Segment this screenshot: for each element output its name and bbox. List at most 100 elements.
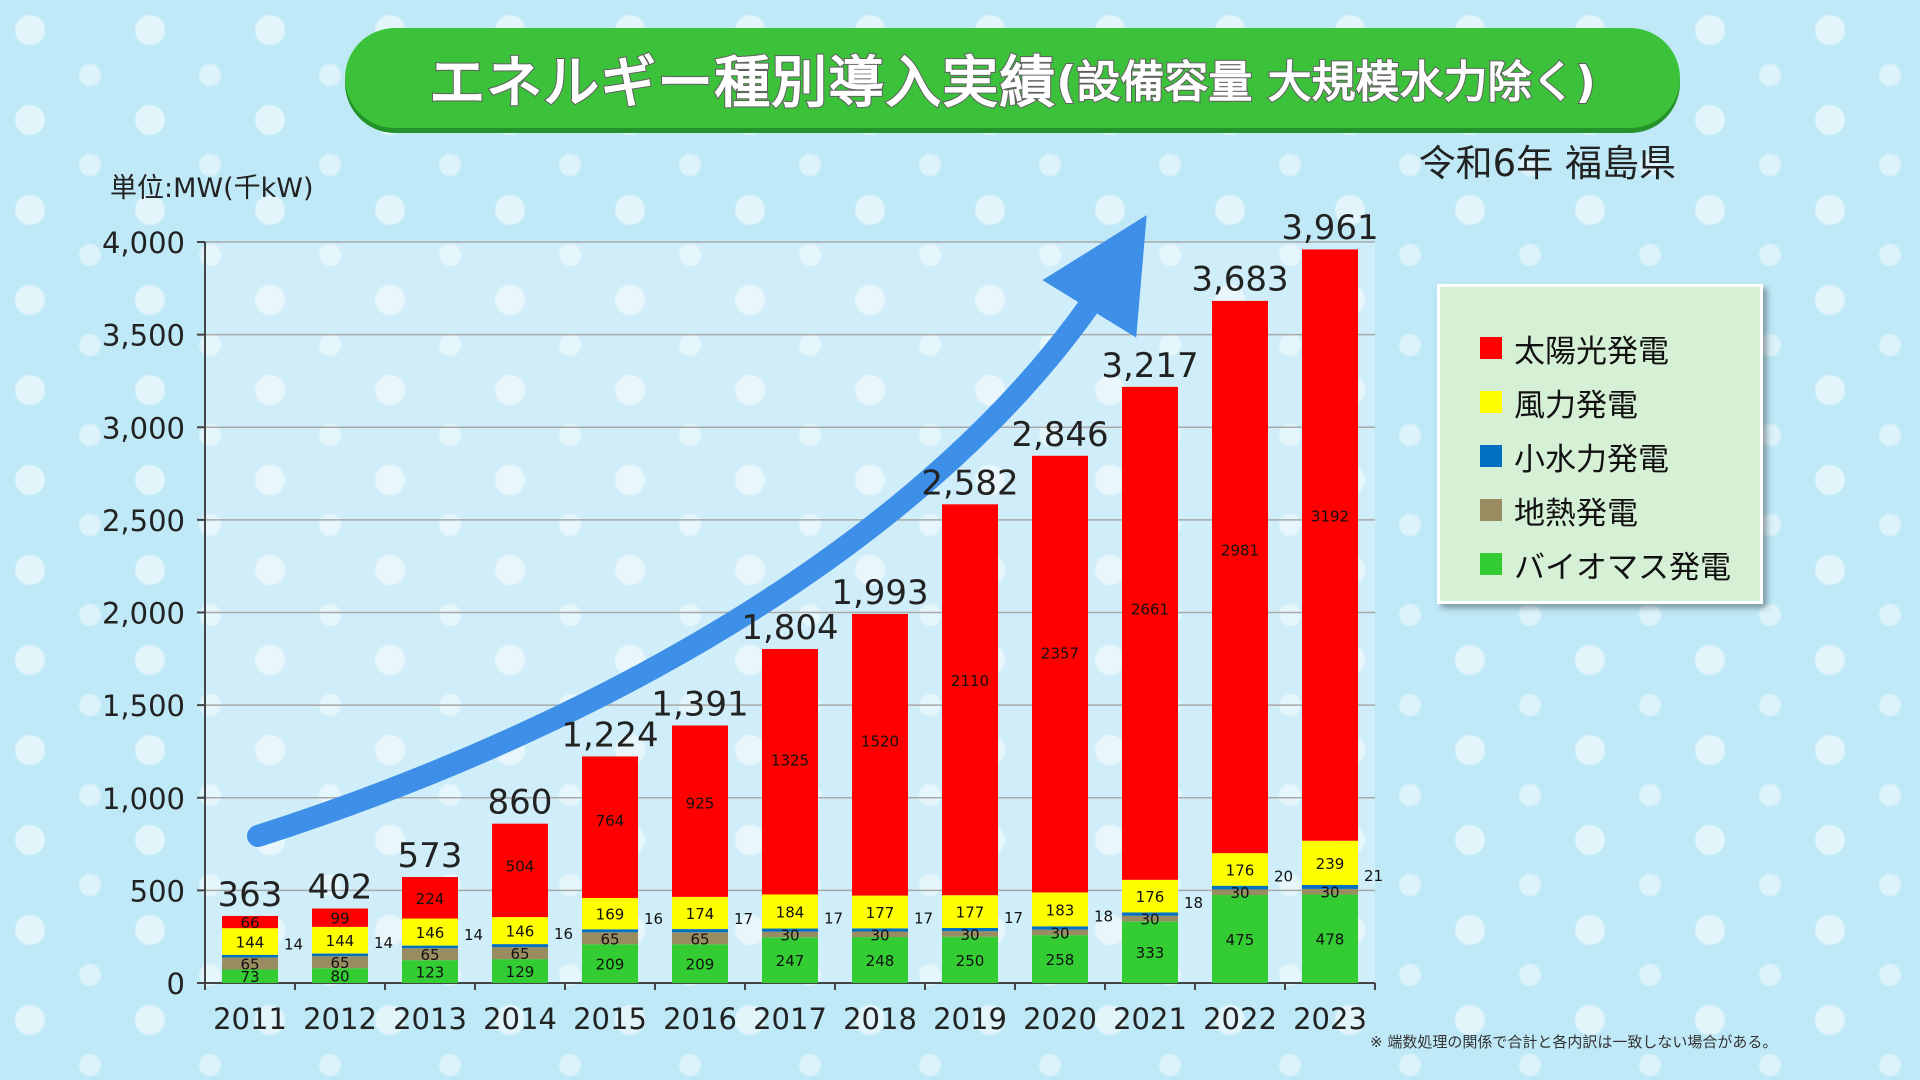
- data-label-geothermal: 30: [780, 926, 799, 944]
- total-label: 402: [308, 868, 373, 908]
- data-label-biomass: 258: [1046, 951, 1075, 969]
- data-label-geothermal: 65: [240, 955, 259, 973]
- data-label-biomass: 248: [866, 952, 895, 970]
- bar-segment-solar-2023: [1302, 249, 1358, 841]
- data-label-wind: 184: [776, 903, 805, 921]
- data-label-solar: 764: [596, 812, 625, 830]
- y-tick-label: 3,500: [102, 319, 185, 353]
- y-tick-label: 3,000: [102, 411, 185, 445]
- unit-label: 単位:MW(千kW): [110, 173, 314, 204]
- bar-segment-solar-2016: [672, 725, 728, 897]
- data-label-solar: 925: [686, 795, 715, 813]
- bar-segment-biomass-2017: [762, 937, 818, 983]
- data-label-solar: 224: [416, 890, 445, 908]
- data-label-wind: 177: [956, 904, 985, 922]
- bar-segment-wind-2013: [402, 918, 458, 946]
- data-label-geothermal: 30: [960, 926, 979, 944]
- data-label-geothermal: 30: [1320, 884, 1339, 902]
- footnote: ※ 端数処理の関係で合計と各内訳は一致しない場合がある。: [1370, 1033, 1778, 1051]
- chart-title: エネルギー種別導入実績: [428, 50, 1057, 117]
- data-label-small_hydro: 17: [914, 910, 933, 928]
- data-label-small_hydro: 18: [1184, 894, 1203, 912]
- bar-segment-wind-2012: [312, 926, 368, 954]
- bar-segment-geothermal-2020: [1032, 929, 1088, 936]
- legend-label-solar: 太陽光発電: [1514, 333, 1669, 370]
- data-label-wind: 176: [1226, 861, 1255, 879]
- data-label-geothermal: 65: [420, 946, 439, 964]
- x-tick-label: 2019: [933, 1002, 1007, 1036]
- bar-segment-geothermal-2014: [492, 947, 548, 960]
- y-tick-label: 4,000: [102, 226, 185, 260]
- data-label-wind: 144: [236, 934, 265, 952]
- bar-segment-biomass-2014: [492, 959, 548, 983]
- bar-segment-wind-2014: [492, 917, 548, 945]
- data-label-wind: 146: [506, 923, 535, 941]
- y-tick-label: 2,500: [102, 504, 185, 538]
- data-label-geothermal: 30: [1230, 884, 1249, 902]
- legend-label-biomass: バイオマス発電: [1514, 549, 1731, 586]
- bar-segment-wind-2015: [582, 897, 638, 930]
- bar-segment-biomass-2016: [672, 944, 728, 983]
- bar-segment-biomass-2013: [402, 960, 458, 983]
- bar-segment-wind-2020: [1032, 892, 1088, 927]
- total-label: 3,961: [1281, 208, 1378, 248]
- legend: 太陽光発電 風力発電 小水力発電 地熱発電 バイオマス発電: [1437, 284, 1763, 604]
- bar-segment-small_hydro-2019: [942, 927, 998, 932]
- legend-swatch-small_hydro: [1480, 445, 1502, 467]
- bar-segment-solar-2015: [582, 756, 638, 898]
- data-label-biomass: 209: [686, 956, 715, 974]
- data-label-biomass: 73: [240, 968, 259, 986]
- bar-segment-geothermal-2017: [762, 931, 818, 938]
- bar-segment-small_hydro-2018: [852, 928, 908, 932]
- y-tick-label: 2,000: [102, 597, 185, 631]
- data-label-biomass: 250: [956, 952, 985, 970]
- bar-segment-solar-2021: [1122, 386, 1178, 880]
- data-label-geothermal: 65: [330, 954, 349, 972]
- data-label-small_hydro: 17: [1004, 909, 1023, 927]
- bar-segment-geothermal-2012: [312, 956, 368, 969]
- total-label: 1,804: [741, 608, 838, 648]
- bar-segment-geothermal-2022: [1212, 889, 1268, 896]
- bar-segment-solar-2014: [492, 823, 548, 918]
- bar-segment-geothermal-2021: [1122, 915, 1178, 922]
- data-label-wind: 183: [1046, 901, 1075, 919]
- total-label: 3,217: [1101, 346, 1198, 386]
- labels-layer: 0 500 1,000 1,500 2,000 2,500 3,000 3,500 4,000 7…: [102, 208, 1383, 1036]
- data-label-biomass: 129: [506, 963, 535, 981]
- bar-segment-solar-2019: [942, 504, 998, 896]
- data-label-solar: 2661: [1131, 601, 1169, 619]
- bar-segment-biomass-2011: [222, 969, 278, 983]
- x-tick-label: 2016: [663, 1002, 737, 1036]
- bar-segment-wind-2022: [1212, 853, 1268, 886]
- y-tick-label: 500: [130, 874, 185, 908]
- legend-swatch-biomass: [1480, 553, 1502, 575]
- data-label-solar: 3192: [1311, 508, 1349, 526]
- bar-segment-solar-2017: [762, 648, 818, 895]
- data-label-solar: 99: [330, 910, 349, 928]
- total-label: 1,224: [561, 715, 658, 755]
- bar-segment-small_hydro-2016: [672, 929, 728, 933]
- bar-segment-wind-2019: [942, 895, 998, 928]
- total-label: 573: [398, 836, 463, 876]
- bar-segment-solar-2013: [402, 877, 458, 919]
- data-label-wind: 144: [326, 932, 355, 950]
- total-label: 1,391: [651, 684, 748, 724]
- bar-segment-biomass-2021: [1122, 921, 1178, 983]
- bar-segment-solar-2011: [222, 915, 278, 929]
- y-tick-label: 1,500: [102, 689, 185, 723]
- bar-segment-small_hydro-2020: [1032, 926, 1088, 930]
- x-tick-label: 2013: [393, 1002, 467, 1036]
- legend-label-geothermal: 地熱発電: [1514, 495, 1638, 532]
- bar-segment-biomass-2012: [312, 968, 368, 983]
- total-label: 2,582: [921, 464, 1018, 504]
- bar-segment-wind-2011: [222, 928, 278, 955]
- bar-segment-biomass-2023: [1302, 894, 1358, 983]
- bar-segment-geothermal-2011: [222, 957, 278, 970]
- bar-segment-wind-2021: [1122, 879, 1178, 913]
- total-label: 1,993: [831, 573, 928, 613]
- data-label-geothermal: 65: [510, 945, 529, 963]
- data-label-geothermal: 30: [870, 926, 889, 944]
- data-label-wind: 239: [1316, 855, 1345, 873]
- legend-item-solar: 太陽光発電: [1480, 321, 1760, 375]
